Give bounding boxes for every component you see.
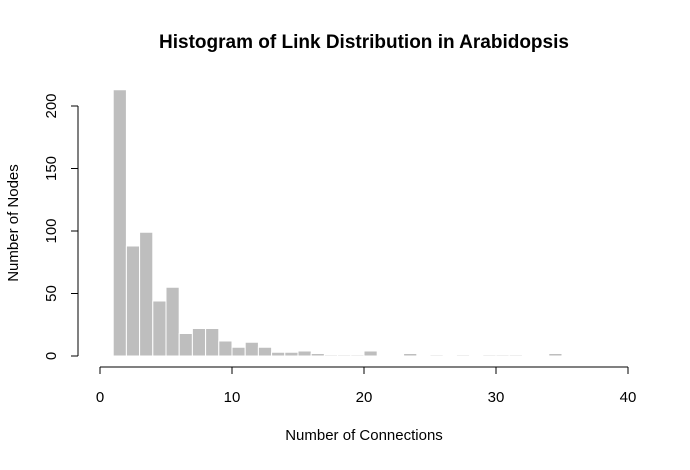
histogram-bar xyxy=(337,354,352,357)
histogram-bar xyxy=(165,286,180,357)
x-axis-label: Number of Connections xyxy=(285,427,443,444)
histogram-bar xyxy=(363,350,378,357)
chart-title: Histogram of Link Distribution in Arabid… xyxy=(159,32,569,53)
x-tick-label: 30 xyxy=(488,389,505,406)
y-tick-label: 200 xyxy=(43,93,60,118)
histogram-bar xyxy=(495,354,510,357)
histogram-bar xyxy=(112,89,127,357)
histogram-bar xyxy=(257,346,273,357)
histogram-bar xyxy=(244,341,259,357)
histogram-bar xyxy=(178,333,193,357)
histogram-bar xyxy=(231,346,246,357)
y-tick-label: 0 xyxy=(43,352,60,360)
histogram-bars xyxy=(112,89,563,357)
histogram-bar xyxy=(139,231,154,357)
histogram-bar xyxy=(508,354,523,357)
histogram-bar xyxy=(218,340,233,357)
histogram-bar xyxy=(323,354,339,357)
y-tick-label: 150 xyxy=(43,156,60,181)
histogram-bar xyxy=(429,354,444,357)
x-axis: 0 10 20 30 40 xyxy=(96,366,637,406)
histogram-bar xyxy=(310,353,325,357)
y-tick-label: 50 xyxy=(43,285,60,302)
x-tick-label: 40 xyxy=(620,389,637,406)
x-tick-label: 0 xyxy=(96,389,104,406)
histogram-bar xyxy=(548,353,563,357)
histogram-bar xyxy=(191,328,207,357)
y-axis: 0 50 100 150 200 xyxy=(43,93,79,360)
x-tick-label: 10 xyxy=(224,389,241,406)
histogram-bar xyxy=(455,354,471,357)
histogram-bar xyxy=(284,351,299,357)
x-tick-label: 20 xyxy=(356,389,373,406)
y-axis-label: Number of Nodes xyxy=(5,164,22,282)
y-tick-label: 100 xyxy=(43,218,60,243)
histogram-bar xyxy=(205,328,220,357)
histogram-bar xyxy=(350,354,365,357)
histogram-bar xyxy=(482,354,497,357)
histogram-bar xyxy=(297,350,312,357)
histogram-bar xyxy=(271,351,286,357)
histogram-bar xyxy=(125,245,141,357)
histogram-bar xyxy=(403,353,418,357)
histogram-bar xyxy=(152,300,167,357)
